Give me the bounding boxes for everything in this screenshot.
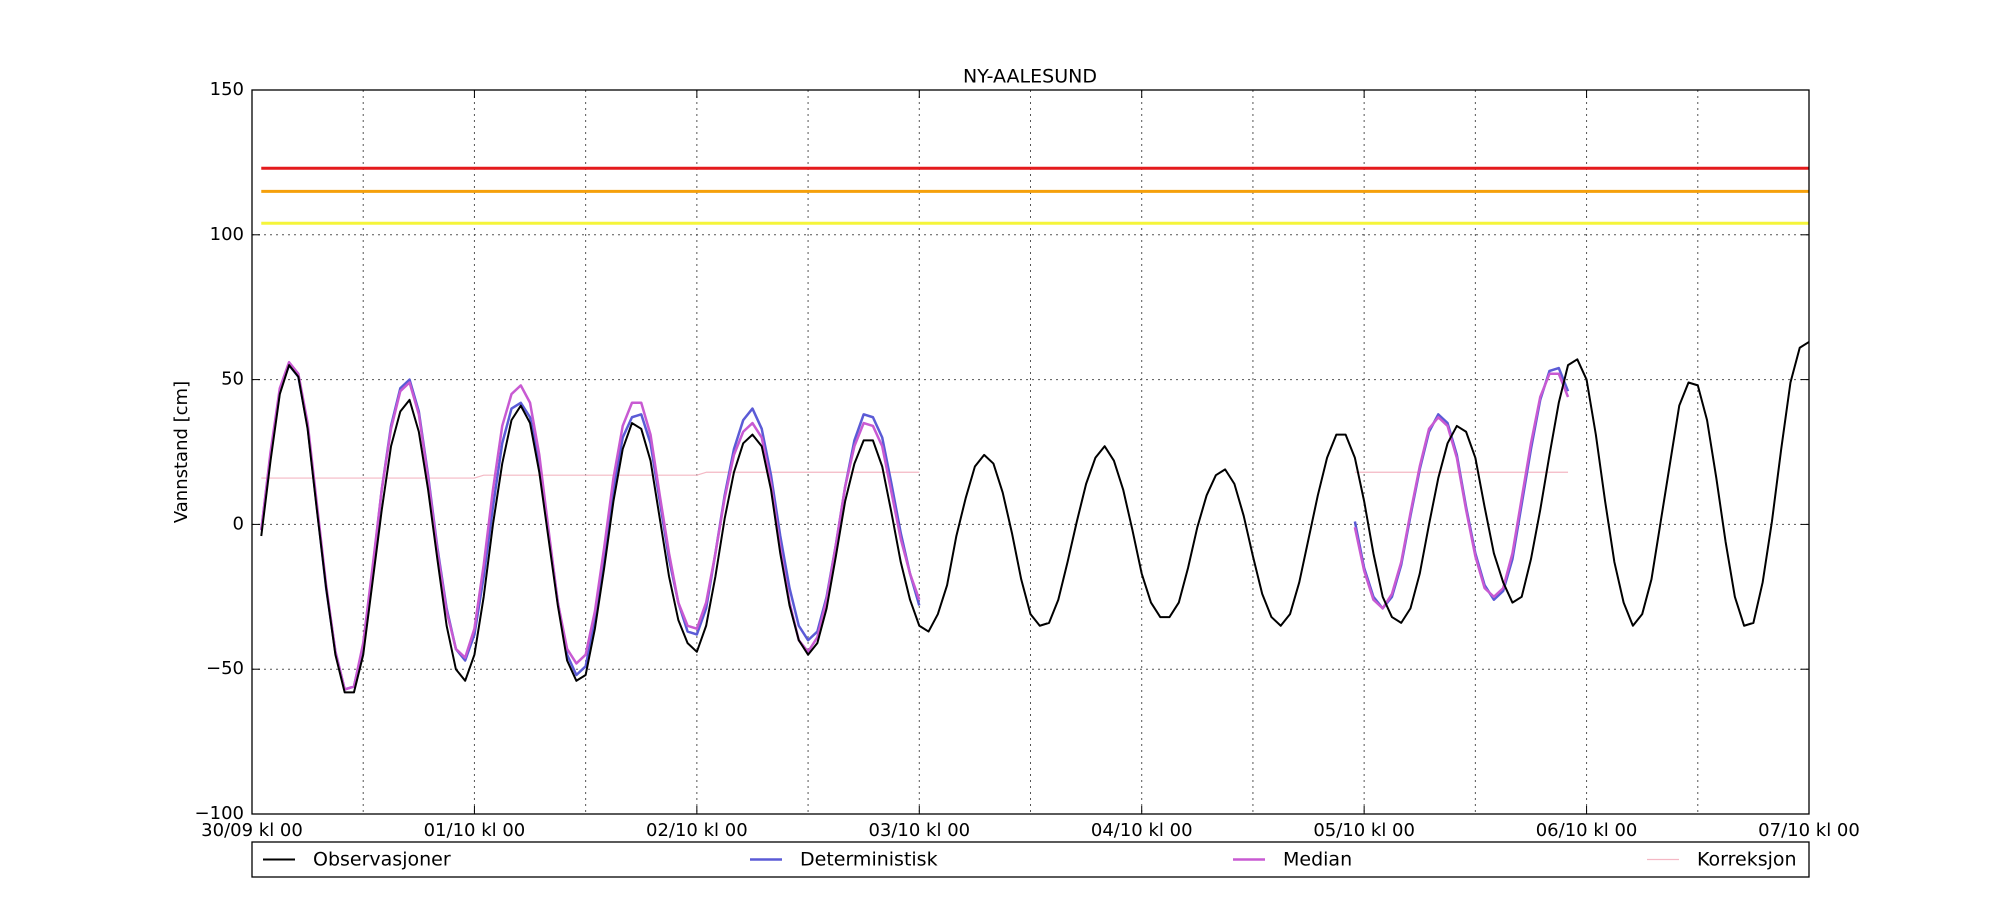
y-tick-label: 0 (233, 513, 244, 534)
plot-frame (251, 89, 1810, 815)
series-line (260, 360, 1570, 691)
y-tick-label: 50 (221, 369, 244, 390)
x-tick-label: 02/10 kl 00 (646, 820, 748, 841)
chart-title: NY-AALESUND (963, 66, 1097, 88)
x-tick-label: 06/10 kl 00 (1536, 820, 1638, 841)
x-tick-label: 01/10 kl 00 (424, 820, 526, 841)
legend-label: Median (1283, 849, 1352, 871)
legend-label: Observasjoner (313, 849, 451, 871)
x-tick-label: 04/10 kl 00 (1091, 820, 1193, 841)
y-tick-label: −100 (195, 803, 244, 824)
x-tick-label: 07/10 kl 00 (1758, 820, 1860, 841)
x-tick-label: 30/09 kl 00 (201, 820, 303, 841)
series-line (260, 363, 1570, 691)
y-tick-label: 150 (210, 79, 244, 100)
x-tick-label: 05/10 kl 00 (1313, 820, 1415, 841)
series-line (261, 471, 1569, 479)
series-line (260, 341, 1810, 694)
legend-label: Korreksjon (1697, 849, 1797, 871)
x-tick-label: 03/10 kl 00 (868, 820, 970, 841)
legend-box (251, 841, 1810, 878)
y-tick-label: −50 (206, 658, 244, 679)
y-axis-label: Vannstand [cm] (171, 381, 192, 523)
legend-label: Deterministisk (800, 849, 938, 871)
y-tick-label: 100 (210, 224, 244, 245)
